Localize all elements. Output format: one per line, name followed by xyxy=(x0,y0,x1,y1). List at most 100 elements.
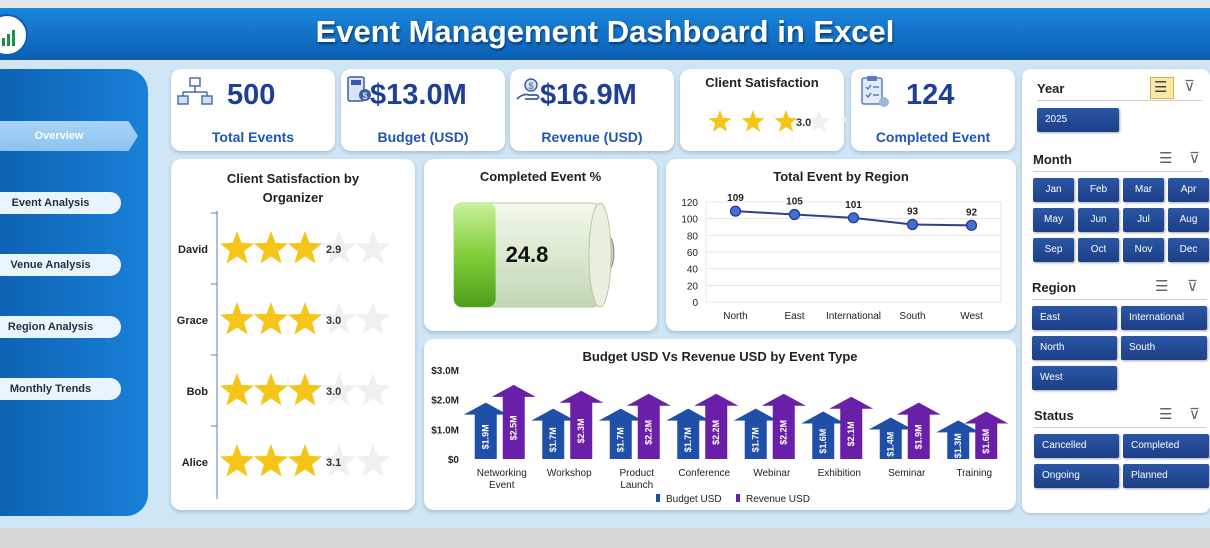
x-tick-label: Launch xyxy=(620,480,653,491)
slicer-month-mar[interactable]: Mar xyxy=(1123,178,1164,202)
multi-select-toggle[interactable]: ☰ xyxy=(1150,77,1174,99)
kpi-completed-card: 124 Completed Event xyxy=(851,69,1015,151)
revenue-bar xyxy=(761,393,806,459)
slicer-month-dec[interactable]: Dec xyxy=(1168,238,1209,262)
revenue-bar xyxy=(694,393,739,459)
data-label: 109 xyxy=(727,193,744,204)
multi-select-icon: ☰ xyxy=(1154,79,1168,96)
org-chart-icon xyxy=(177,77,213,105)
chart-legend: Budget USD Revenue USD xyxy=(656,494,810,505)
region-slicer-title: Region xyxy=(1032,280,1077,295)
battery-gauge xyxy=(453,202,615,308)
kpi-satisfaction-value: 3.0 xyxy=(796,117,811,129)
budget-bar xyxy=(463,402,508,459)
revenue-bar xyxy=(626,393,671,459)
legend-label: Budget USD xyxy=(666,494,722,505)
revenue-bar xyxy=(491,384,536,459)
svg-text:$: $ xyxy=(528,81,533,91)
slicer-month-jul[interactable]: Jul xyxy=(1123,208,1164,232)
organizer-satisfaction-card: Client Satisfaction by Organizer David 2.… xyxy=(171,159,415,510)
bar-value-label: $1.9M xyxy=(914,424,924,449)
star-filled-icon xyxy=(287,231,323,264)
budget-bar xyxy=(733,408,778,459)
y-tick-label: 0 xyxy=(692,298,698,309)
slicer-month-jun[interactable]: Jun xyxy=(1078,208,1119,232)
title-bar: Event Management Dashboard in Excel xyxy=(0,8,1210,60)
data-point xyxy=(906,218,919,231)
slicer-status-planned[interactable]: Planned xyxy=(1123,464,1209,488)
slicer-year-2025[interactable]: 2025 xyxy=(1037,108,1119,132)
slicer-month-sep[interactable]: Sep xyxy=(1033,238,1074,262)
slicer-region-south[interactable]: South xyxy=(1121,336,1207,360)
x-tick-label: South xyxy=(899,311,925,322)
star-empty-icon xyxy=(807,110,831,132)
nav-venue-analysis-button[interactable]: Venue Analysis xyxy=(0,254,121,276)
multi-select-icon[interactable]: ☰ xyxy=(1155,278,1169,295)
bar-value-label: $2.3M xyxy=(576,418,586,443)
slicer-region-west[interactable]: West xyxy=(1032,366,1117,390)
kpi-total-events-card: 500 Total Events xyxy=(171,69,335,151)
bar-value-label: $1.7M xyxy=(683,427,693,452)
y-tick-label: $1.0M xyxy=(431,425,459,436)
star-empty-icon xyxy=(840,118,846,132)
slicer-region-north[interactable]: North xyxy=(1032,336,1117,360)
bar-value-label: $2.2M xyxy=(779,420,789,445)
slicer-status-cancelled[interactable]: Cancelled xyxy=(1034,434,1119,458)
kpi-satisfaction-card: Client Satisfaction 3.0 xyxy=(680,69,846,151)
slicer-region-international[interactable]: International xyxy=(1121,306,1207,330)
data-point xyxy=(847,212,860,224)
slicer-region-east[interactable]: East xyxy=(1032,306,1117,330)
organizer-chart-title: Client Satisfaction by Organizer xyxy=(226,171,360,205)
y-tick-label: $0 xyxy=(448,455,460,466)
organizer-name: Bob xyxy=(187,386,209,398)
kpi-revenue-value: $16.9M xyxy=(540,79,637,111)
slicer-month-may[interactable]: May xyxy=(1033,208,1074,232)
kpi-budget-card: $ $13.0M Budget (USD) xyxy=(341,69,505,151)
multi-select-icon[interactable]: ☰ xyxy=(1159,406,1173,423)
star-filled-icon xyxy=(287,302,323,335)
region-line-chart-card: Total Event by Region 0 20 40 60 80 100 120 109… xyxy=(666,159,1016,331)
bar-value-label: $2.2M xyxy=(644,420,654,445)
clear-filter-icon[interactable]: ⊽ xyxy=(1189,150,1200,167)
nav-overview-button[interactable]: Overview xyxy=(0,121,138,151)
y-tick-label: 60 xyxy=(687,248,699,259)
page-title: Event Management Dashboard in Excel xyxy=(315,14,895,49)
month-slicer-title: Month xyxy=(1033,152,1072,167)
bar-value-label: $2.1M xyxy=(846,421,856,446)
completed-percent-title: Completed Event % xyxy=(479,169,602,184)
y-tick-label: 100 xyxy=(681,215,698,226)
slicer-status-ongoing[interactable]: Ongoing xyxy=(1034,464,1119,488)
slicer-month-feb[interactable]: Feb xyxy=(1078,178,1119,202)
bar-value-label: $1.6M xyxy=(981,429,991,454)
slicer-status-completed[interactable]: Completed xyxy=(1123,434,1209,458)
budget-bar xyxy=(598,408,643,459)
nav-monthly-trends-button[interactable]: Monthly Trends xyxy=(0,378,121,400)
slicer-month-apr[interactable]: Apr xyxy=(1168,178,1209,202)
revenue-bar xyxy=(964,411,1009,459)
organizer-name: David xyxy=(178,244,208,256)
data-label: 93 xyxy=(907,207,919,218)
year-slicer-divider xyxy=(1037,100,1202,101)
multi-select-icon[interactable]: ☰ xyxy=(1159,150,1173,167)
kpi-satisfaction-stars: 3.0 xyxy=(708,110,846,132)
bar-value-label: $1.6M xyxy=(818,429,828,454)
y-tick-label: 80 xyxy=(687,231,699,242)
footer-strip xyxy=(0,528,1210,548)
slicer-month-oct[interactable]: Oct xyxy=(1078,238,1119,262)
slicer-month-jan[interactable]: Jan xyxy=(1033,178,1074,202)
data-label: 92 xyxy=(966,207,978,218)
x-tick-label: Event xyxy=(489,480,515,491)
data-point xyxy=(729,205,742,217)
revenue-bar xyxy=(829,396,874,459)
data-label: 105 xyxy=(786,197,803,208)
nav-region-analysis-button[interactable]: Region Analysis xyxy=(0,316,121,338)
clear-filter-icon[interactable]: ⊽ xyxy=(1184,78,1195,95)
slicer-month-nov[interactable]: Nov xyxy=(1123,238,1164,262)
slicer-month-aug[interactable]: Aug xyxy=(1168,208,1209,232)
clear-filter-icon[interactable]: ⊽ xyxy=(1187,278,1198,295)
data-label: 101 xyxy=(845,200,862,211)
x-tick-label: East xyxy=(784,311,804,322)
clear-filter-icon[interactable]: ⊽ xyxy=(1189,406,1200,423)
y-tick-label: $2.0M xyxy=(431,396,459,407)
nav-event-analysis-button[interactable]: Event Analysis xyxy=(0,192,121,214)
